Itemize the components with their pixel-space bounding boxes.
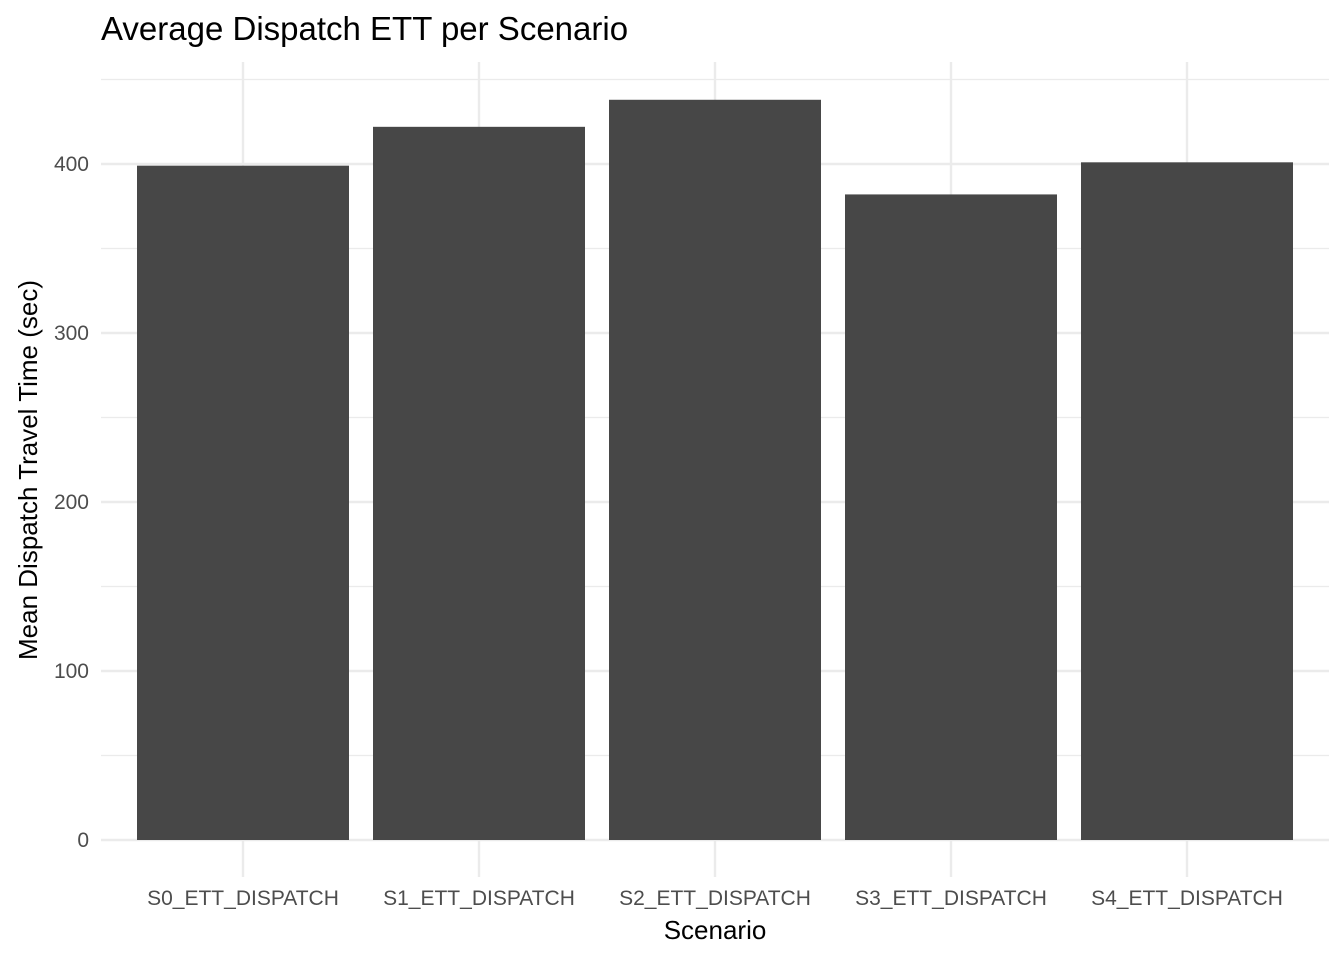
y-tick-label: 0 — [77, 829, 89, 852]
x-tick-label: S3_ETT_DISPATCH — [855, 887, 1047, 910]
y-tick-label: 300 — [54, 322, 89, 345]
x-tick-label: S1_ETT_DISPATCH — [383, 887, 575, 910]
bar-S1_ETT_DISPATCH — [373, 126, 585, 840]
bar-S0_ETT_DISPATCH — [137, 165, 349, 840]
y-axis-title: Mean Dispatch Travel Time (sec) — [13, 280, 43, 660]
y-tick-label: 100 — [54, 660, 89, 683]
bar-S4_ETT_DISPATCH — [1081, 162, 1293, 840]
bar-S2_ETT_DISPATCH — [609, 99, 821, 840]
x-axis-ticks: S0_ETT_DISPATCH S1_ETT_DISPATCH S2_ETT_DIS… — [147, 887, 1283, 910]
chart-title: Average Dispatch ETT per Scenario — [101, 10, 628, 47]
y-tick-label: 400 — [54, 153, 89, 176]
x-tick-label: S4_ETT_DISPATCH — [1091, 887, 1283, 910]
x-tick-label: S0_ETT_DISPATCH — [147, 887, 339, 910]
x-tick-label: S2_ETT_DISPATCH — [619, 887, 811, 910]
bar-S3_ETT_DISPATCH — [845, 194, 1057, 841]
bars — [137, 99, 1293, 841]
x-axis-title: Scenario — [664, 915, 767, 945]
y-axis-ticks: 0 100 200 300 400 — [54, 153, 89, 852]
y-tick-label: 200 — [54, 491, 89, 514]
